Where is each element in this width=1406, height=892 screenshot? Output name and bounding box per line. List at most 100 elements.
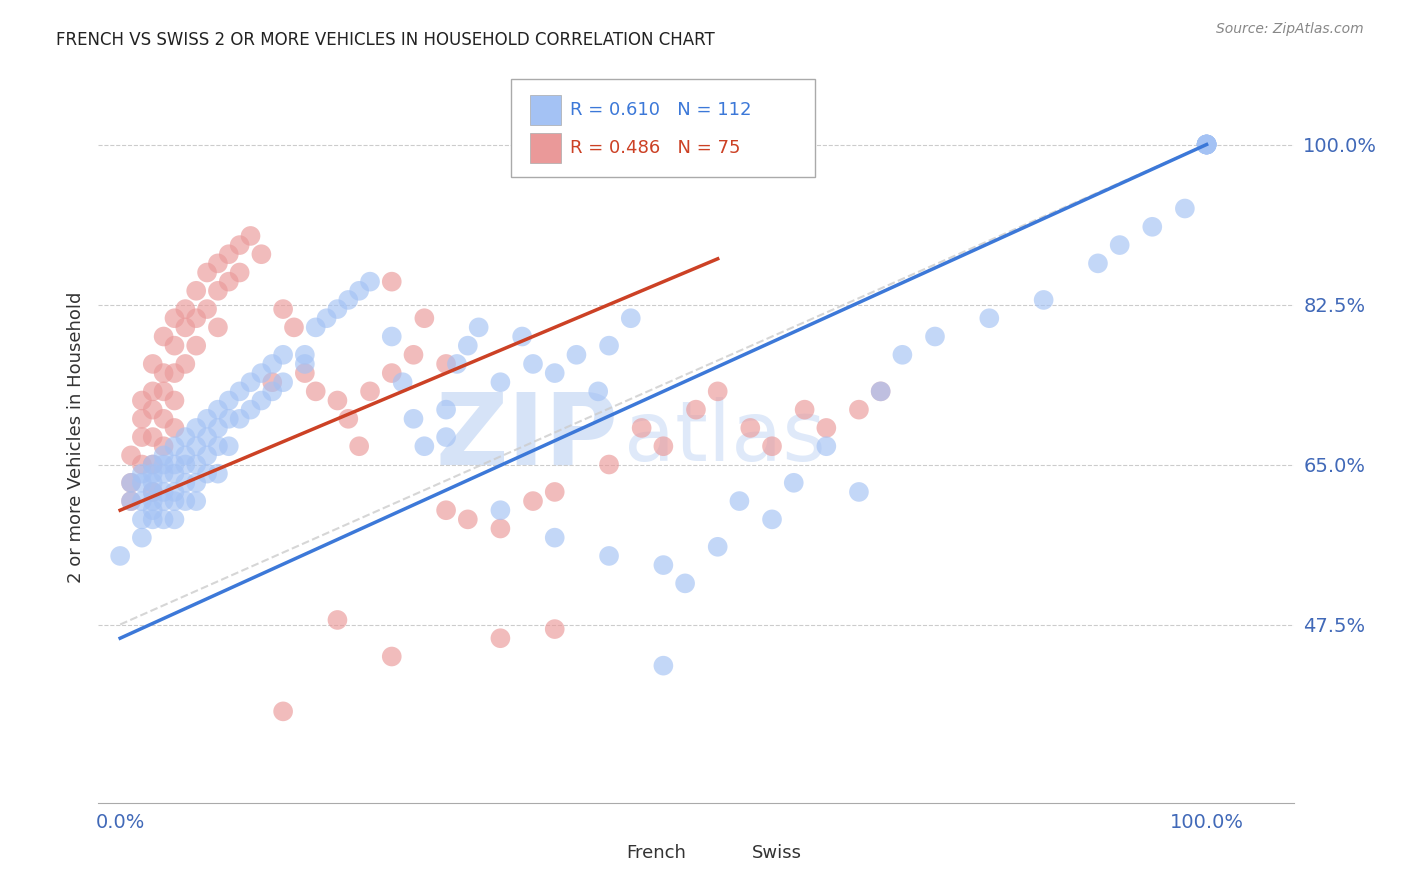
Point xyxy=(522,494,544,508)
Point xyxy=(783,475,806,490)
Point xyxy=(163,393,186,408)
Point xyxy=(142,512,165,526)
Point xyxy=(218,412,240,426)
Point xyxy=(294,348,316,362)
Point xyxy=(207,402,229,417)
Point xyxy=(163,421,186,435)
Point xyxy=(337,293,360,307)
Point xyxy=(544,531,567,545)
Point xyxy=(142,485,165,500)
Point xyxy=(522,357,544,371)
Point xyxy=(262,357,284,371)
Point xyxy=(489,632,512,646)
Point xyxy=(815,439,838,453)
Point xyxy=(979,311,1001,326)
Point xyxy=(152,512,174,526)
Point xyxy=(142,467,165,481)
Point xyxy=(544,622,567,636)
Point xyxy=(142,475,165,490)
Point xyxy=(434,503,457,517)
Point xyxy=(195,266,218,280)
Point xyxy=(793,402,815,417)
Point xyxy=(174,494,197,508)
Point xyxy=(347,439,370,453)
Point xyxy=(186,311,208,326)
Point xyxy=(652,558,675,573)
Point xyxy=(434,357,457,371)
Point xyxy=(163,494,186,508)
Point xyxy=(218,393,240,408)
Point xyxy=(359,384,381,399)
Point xyxy=(120,494,142,508)
Point xyxy=(142,402,165,417)
FancyBboxPatch shape xyxy=(530,133,561,163)
Point xyxy=(402,348,425,362)
Point xyxy=(174,430,197,444)
Point xyxy=(434,430,457,444)
Point xyxy=(228,266,250,280)
Point xyxy=(1195,137,1218,152)
Point xyxy=(207,284,229,298)
Point xyxy=(446,357,468,371)
Point xyxy=(239,376,262,390)
Point xyxy=(174,301,197,317)
Point xyxy=(131,412,153,426)
Point xyxy=(195,301,218,317)
Point xyxy=(120,475,142,490)
Point xyxy=(163,485,186,500)
Point xyxy=(728,494,751,508)
Point xyxy=(413,439,436,453)
Point xyxy=(305,320,328,334)
Y-axis label: 2 or more Vehicles in Household: 2 or more Vehicles in Household xyxy=(66,292,84,582)
Point xyxy=(489,521,512,535)
Point xyxy=(706,540,728,554)
Point xyxy=(239,228,262,243)
Point xyxy=(152,439,174,453)
Point xyxy=(1195,137,1218,152)
Point xyxy=(228,412,250,426)
Point xyxy=(186,338,208,352)
Point xyxy=(848,485,870,500)
Point xyxy=(706,384,728,399)
Point xyxy=(869,384,891,399)
Point xyxy=(163,458,186,472)
Point xyxy=(152,412,174,426)
Point xyxy=(434,402,457,417)
Point xyxy=(271,705,294,719)
Point xyxy=(347,284,370,298)
FancyBboxPatch shape xyxy=(510,78,815,178)
Point xyxy=(1087,256,1109,270)
Point xyxy=(869,384,891,399)
Point xyxy=(239,402,262,417)
Point xyxy=(163,311,186,326)
Point xyxy=(120,494,142,508)
Point xyxy=(142,494,165,508)
Point xyxy=(228,238,250,252)
Point xyxy=(207,439,229,453)
Point xyxy=(598,549,620,563)
Point xyxy=(294,357,316,371)
Point xyxy=(544,485,567,500)
Point xyxy=(315,311,337,326)
Point xyxy=(163,467,186,481)
Point xyxy=(142,430,165,444)
Point xyxy=(891,348,914,362)
Point xyxy=(381,329,404,343)
Point xyxy=(186,284,208,298)
Point xyxy=(108,549,131,563)
Point xyxy=(152,458,174,472)
Text: Source: ZipAtlas.com: Source: ZipAtlas.com xyxy=(1216,22,1364,37)
Point xyxy=(271,348,294,362)
Point xyxy=(1108,238,1130,252)
Point xyxy=(1195,137,1218,152)
Point xyxy=(848,402,870,417)
Point xyxy=(305,384,328,399)
Text: Swiss: Swiss xyxy=(752,844,803,863)
Point xyxy=(1195,137,1218,152)
Point xyxy=(457,512,479,526)
Point xyxy=(142,458,165,472)
FancyBboxPatch shape xyxy=(592,843,623,868)
FancyBboxPatch shape xyxy=(717,843,748,868)
Point xyxy=(402,412,425,426)
FancyBboxPatch shape xyxy=(530,95,561,125)
